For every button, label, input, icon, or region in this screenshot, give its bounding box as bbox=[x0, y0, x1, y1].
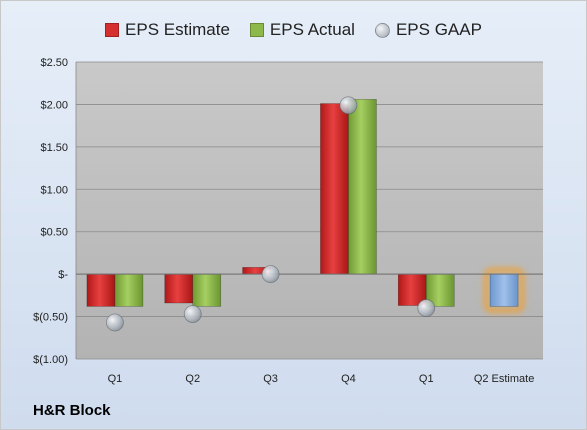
company-name: H&R Block bbox=[33, 402, 111, 419]
point-eps-gaap bbox=[417, 299, 436, 317]
legend-item-eps-estimate: EPS Estimate bbox=[105, 20, 230, 40]
point-eps-gaap bbox=[106, 313, 124, 332]
point-eps-gaap bbox=[339, 96, 358, 115]
y-tick-label: $(1.00) bbox=[33, 354, 68, 366]
bar-eps-actual bbox=[348, 99, 377, 275]
legend-item-eps-gaap: EPS GAAP bbox=[374, 20, 482, 40]
legend-item-eps-actual: EPS Actual bbox=[249, 20, 355, 40]
bar-eps-estimate bbox=[320, 103, 349, 275]
x-tick-label: Q1 bbox=[108, 373, 123, 385]
bar-eps-actual bbox=[192, 273, 222, 307]
bar-eps-estimate bbox=[164, 273, 194, 304]
y-tick-label: $- bbox=[58, 269, 68, 281]
x-tick-label: Q1 bbox=[419, 373, 434, 385]
x-tick-label: Q2 Estimate bbox=[474, 373, 535, 385]
plot-area bbox=[76, 62, 543, 359]
x-tick-label: Q4 bbox=[341, 373, 356, 385]
legend-swatch-eps-actual bbox=[249, 23, 264, 37]
bar-eps-estimate bbox=[86, 273, 116, 307]
y-tick-label: $1.00 bbox=[40, 184, 68, 196]
y-tick-label: $1.50 bbox=[40, 142, 68, 154]
chart-legend: EPS Estimate EPS Actual EPS GAAP bbox=[1, 15, 586, 45]
x-tick-label: Q2 bbox=[185, 373, 200, 385]
legend-label-eps-gaap: EPS GAAP bbox=[395, 20, 482, 39]
x-tick-label: Q3 bbox=[263, 373, 278, 385]
legend-swatch-eps-gaap bbox=[374, 22, 390, 38]
legend-swatch-eps-estimate bbox=[105, 23, 120, 37]
bar-eps-estimate bbox=[397, 273, 427, 306]
bar-q2-estimate bbox=[489, 273, 519, 307]
point-eps-gaap bbox=[261, 265, 280, 284]
y-tick-label: $2.00 bbox=[40, 99, 68, 111]
legend-label-eps-actual: EPS Actual bbox=[269, 20, 355, 39]
y-tick-label: $0.50 bbox=[40, 227, 68, 239]
y-tick-label: $2.50 bbox=[40, 57, 68, 69]
bar-glow-q2-estimate bbox=[483, 267, 525, 313]
legend-label-eps-estimate: EPS Estimate bbox=[125, 20, 230, 39]
bar-eps-actual bbox=[114, 273, 144, 307]
point-eps-gaap bbox=[183, 305, 202, 323]
y-tick-label: $(0.50) bbox=[33, 312, 68, 324]
